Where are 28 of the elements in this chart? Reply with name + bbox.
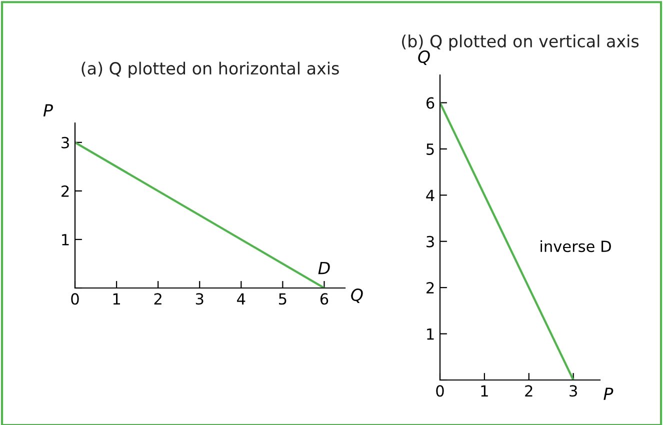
y-tick-label: 3 xyxy=(62,136,69,148)
x-tick-label: 3 xyxy=(570,385,577,397)
x-tick-label: 1 xyxy=(481,385,488,396)
y-tick-label: 2 xyxy=(426,282,434,294)
y-tick-label: 2 xyxy=(62,185,69,197)
y-tick-label: 6 xyxy=(426,97,434,109)
x-tick-label: 4 xyxy=(237,293,246,304)
x-tick-label: 2 xyxy=(525,385,532,396)
x-tick-label: 0 xyxy=(436,385,444,397)
y-tick-label: 5 xyxy=(426,144,434,155)
y-tick-label: 4 xyxy=(426,190,434,201)
x-axis-title: Q xyxy=(351,288,363,303)
chart-title: (a) Q plotted on horizontal axis xyxy=(82,62,339,78)
x-tick-label: 0 xyxy=(71,293,79,305)
y-axis-title: Q xyxy=(418,50,430,65)
y-tick-label: 1 xyxy=(62,234,69,246)
x-axis-title: P xyxy=(604,388,614,400)
annotation: inverse D xyxy=(540,240,611,252)
y-tick-label: 1 xyxy=(427,328,434,340)
chart-title: (b) Q plotted on vertical axis xyxy=(402,34,639,51)
y-axis-title: P xyxy=(43,104,53,116)
y-tick-label: 3 xyxy=(426,236,434,248)
x-tick-label: 1 xyxy=(113,293,120,304)
x-tick-label: 3 xyxy=(196,293,204,305)
x-tick-label: 2 xyxy=(154,293,162,304)
annotation: D xyxy=(318,262,330,274)
x-tick-label: 6 xyxy=(320,293,328,305)
x-tick-label: 5 xyxy=(279,293,286,305)
